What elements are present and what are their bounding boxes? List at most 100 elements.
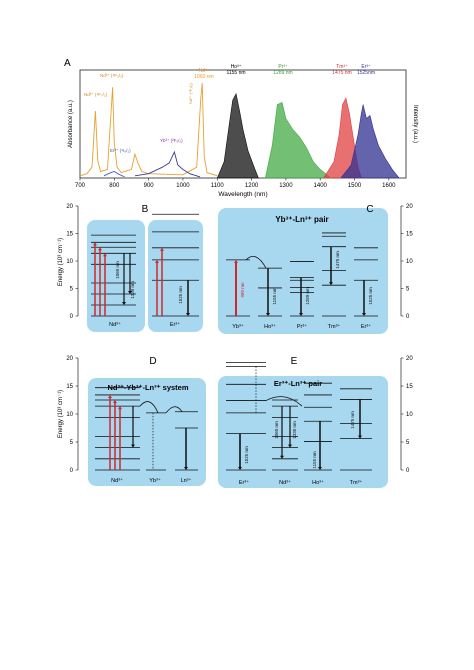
panel-d-ion-ln: Ln³⁺ — [181, 477, 192, 484]
panel-c-ion-label: Er³⁺ — [361, 323, 371, 330]
transfer-curve — [245, 256, 267, 269]
panel-d-ion-yb: Yb³⁺ — [149, 477, 161, 484]
energy-tick-label: 5 — [406, 440, 410, 446]
panel-e: E Er³⁺-Ln³⁺ pair 1525 nm 1060 nm 1330 nm 11… — [218, 356, 388, 488]
panel-c-ion-label: Tm³⁺ — [328, 323, 341, 330]
label-pr-2: 1289 nm — [273, 70, 292, 76]
energy-axis-row2: 0 0 5 5 10 10 15 15 20 20 Energy (10³ cm⁻¹) — [58, 356, 413, 474]
x-tick-label: 800 — [109, 183, 120, 189]
panel-c: C Yb³⁺-Ln³⁺ pair 980 nm 1155 nm 1289 nm 147… — [218, 204, 388, 334]
transition-label: 1525 nm — [368, 287, 373, 305]
energy-tick-label: 15 — [66, 232, 73, 238]
arrow-head — [155, 259, 159, 263]
arrow-head — [288, 444, 292, 448]
arrow-head — [234, 259, 238, 263]
transfer-curve — [265, 396, 303, 407]
energy-tick-label: 5 — [70, 287, 74, 293]
x-tick-label: 1600 — [382, 183, 396, 189]
panel-a-ylabel-left: Absorbance (a.u.) — [68, 100, 74, 148]
label-nd-em-2: 1060 nm — [194, 74, 213, 80]
panel-a-series — [79, 82, 400, 179]
label-er-abs: Er³⁺ (⁴I₉/₂) — [110, 148, 131, 153]
arrow-head — [184, 467, 188, 470]
arrow-head — [358, 435, 362, 439]
series-6-area — [340, 104, 400, 179]
arrow-head — [280, 455, 284, 459]
energy-tick-label: 5 — [406, 287, 410, 293]
arrow-head — [103, 253, 107, 257]
panel-b: B 1060 nm 1330 nm 1525 nm Nd³⁺ Er³⁺ — [87, 204, 203, 332]
transfer-curve — [139, 401, 159, 414]
transition-label: 1330 nm — [130, 281, 135, 299]
label-er-2: 1525nm — [357, 70, 375, 76]
panel-c-ion-label: Yb³⁺ — [232, 323, 244, 330]
transition-label: 1060 nm — [115, 261, 120, 279]
transition-label: 1475 nm — [335, 251, 340, 269]
arrow-head — [299, 313, 303, 316]
panel-e-box — [218, 376, 388, 488]
panel-e-ion-label: Er³⁺ — [239, 479, 249, 486]
label-nd-em-1: Nd³⁺ — [199, 68, 210, 74]
panel-a-ylabel-right: Intensity (a.u.) — [412, 105, 418, 143]
panel-e-title: Er³⁺-Ln³⁺ pair — [274, 379, 322, 388]
transition-label: 1525 nm — [178, 286, 183, 304]
panel-b-nd-box — [87, 220, 145, 332]
arrow-head — [98, 247, 102, 251]
arrow-head — [160, 247, 164, 251]
transfer-curve — [165, 406, 183, 414]
label-nd-a: Nd³⁺ (⁴F₇/₂) — [84, 92, 108, 97]
transition-label: 1330 nm — [292, 421, 297, 439]
energy-axis-row1: 0 0 5 5 10 10 15 15 20 20 Energy (10³ cm⁻¹) — [58, 204, 413, 320]
panel-c-ion-label: Pr³⁺ — [297, 323, 307, 330]
energy-tick-label: 20 — [406, 204, 413, 210]
energy-tick-label: 0 — [70, 468, 74, 474]
energy-tick-label: 10 — [66, 259, 73, 265]
panel-d-title: Nd³⁺-Yb³⁺-Ln³⁺ system — [107, 383, 188, 392]
energy-tick-label: 10 — [406, 412, 413, 418]
panel-c-title: Yb³⁺-Ln³⁺ pair — [275, 215, 328, 224]
x-tick-label: 1500 — [348, 183, 362, 189]
series-2-line — [103, 171, 125, 178]
energy-tick-label: 5 — [70, 440, 74, 446]
energy-tick-label: 20 — [66, 356, 73, 362]
transition-label: 1060 nm — [274, 421, 279, 439]
label-nd-b: Nd³⁺ (⁴F₅/₂) — [100, 73, 124, 78]
panel-e-ion-label: Nd³⁺ — [279, 479, 291, 486]
arrow-head — [108, 394, 112, 398]
panel-c-box — [218, 208, 388, 334]
label-pr-1: Pr³⁺ — [278, 64, 288, 70]
arrow-head — [118, 406, 122, 410]
arrow-head — [131, 444, 135, 448]
panel-c-ion-label: Ho³⁺ — [264, 323, 276, 330]
panel-d-letter: D — [149, 356, 156, 367]
energy-tick-label: 15 — [66, 384, 73, 390]
energy-tick-label: 0 — [70, 314, 74, 320]
label-tm-2: 1475 nm — [332, 70, 351, 76]
energy-tick-label: 10 — [406, 259, 413, 265]
label-yb-abs: Yb³⁺ (²F₅/₂) — [160, 138, 183, 143]
arrow-head — [186, 313, 190, 316]
energy-tick-label: 15 — [406, 232, 413, 238]
arrow-head — [122, 302, 126, 305]
arrow-head — [329, 282, 333, 286]
x-tick-label: 1000 — [176, 183, 190, 189]
series-1-line — [134, 150, 201, 178]
energy-tick-label: 0 — [406, 468, 410, 474]
transition-label: 1525 nm — [244, 446, 249, 464]
transition-label: 1155 nm — [272, 287, 277, 304]
arrow-head — [93, 242, 97, 246]
energy-tick-label: 0 — [406, 314, 410, 320]
energy-tick-label: 10 — [66, 412, 73, 418]
energy-tick-label: 20 — [66, 204, 73, 210]
panel-a-x-ticks: 700 800 900 1000 1100 1200 1300 1400 1500 1600 — [75, 178, 396, 189]
panel-b-ion-er: Er³⁺ — [170, 321, 180, 328]
arrow-head — [128, 291, 132, 294]
panel-b-letter: B — [142, 204, 149, 215]
panel-a-letter: A — [64, 58, 71, 69]
arrow-head — [113, 400, 117, 403]
energy-label-row1: Energy (10³ cm⁻¹) — [58, 238, 64, 286]
x-tick-label: 700 — [75, 183, 86, 189]
label-nd-c: Nd³⁺ (⁴F₃/₂) — [188, 83, 193, 104]
series-0-line — [79, 82, 218, 177]
